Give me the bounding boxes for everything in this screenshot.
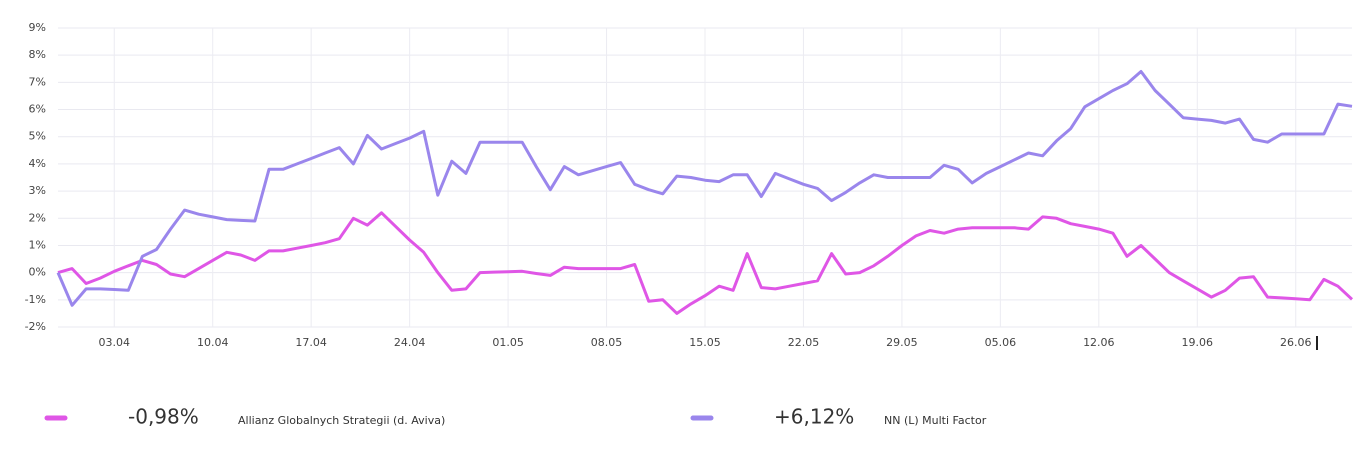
x-tick-label: 29.05	[886, 336, 918, 349]
x-tick-label: 26.06	[1280, 336, 1312, 349]
x-tick-label: 10.04	[197, 336, 229, 349]
y-tick-label: 8%	[29, 48, 46, 61]
x-tick-label: 01.05	[492, 336, 524, 349]
y-tick-label: 2%	[29, 211, 46, 224]
x-tick-label: 15.05	[689, 336, 721, 349]
x-tick-label: 22.05	[788, 336, 820, 349]
y-tick-label: 1%	[29, 238, 46, 251]
x-tick-label: 12.06	[1083, 336, 1115, 349]
x-tick-label: 24.04	[394, 336, 426, 349]
x-tick-label: 17.04	[295, 336, 327, 349]
y-tick-label: 6%	[29, 103, 46, 116]
y-tick-label: 4%	[29, 157, 46, 170]
y-tick-label: -2%	[25, 320, 46, 333]
y-tick-label: 5%	[29, 130, 46, 143]
series-line	[56, 70, 1353, 307]
y-tick-label: 9%	[29, 21, 46, 34]
y-tick-label: 0%	[29, 266, 46, 279]
series-line	[57, 211, 1354, 315]
y-tick-label: 3%	[29, 184, 46, 197]
legend-value: -0,98%	[128, 405, 199, 429]
legend-name: NN (L) Multi Factor	[884, 414, 987, 427]
cursor-marker	[1316, 336, 1318, 350]
y-tick-label: 7%	[29, 75, 46, 88]
legend-name: Allianz Globalnych Strategii (d. Aviva)	[238, 414, 445, 427]
x-tick-label: 08.05	[591, 336, 623, 349]
y-tick-label: -1%	[25, 293, 46, 306]
x-tick-label: 05.06	[985, 336, 1017, 349]
x-tick-label: 19.06	[1182, 336, 1214, 349]
x-tick-label: 03.04	[99, 336, 131, 349]
legend-value: +6,12%	[774, 405, 854, 429]
